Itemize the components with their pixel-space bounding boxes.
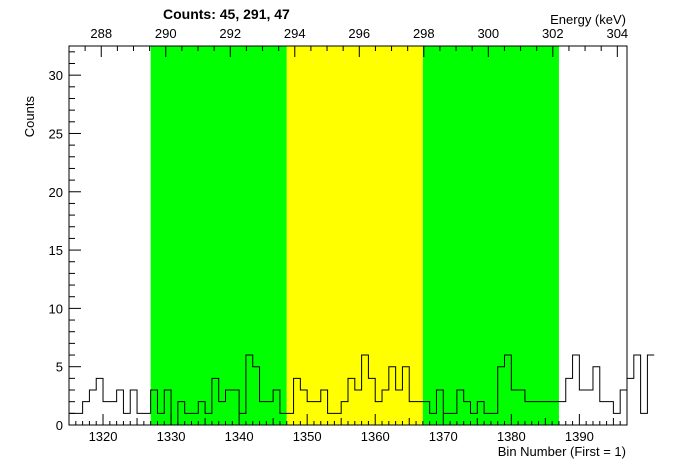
y-axis-title: Counts — [22, 96, 37, 138]
x-tick-label: 1360 — [361, 429, 390, 444]
x-tick-label: 1350 — [293, 429, 322, 444]
region-background-high — [422, 46, 559, 425]
energy-tick-label: 294 — [284, 26, 306, 41]
energy-tick-label: 298 — [413, 26, 435, 41]
energy-tick-label: 292 — [219, 26, 241, 41]
y-tick-label: 5 — [56, 360, 63, 375]
x-tick-label: 1370 — [429, 429, 458, 444]
energy-axis-title: Energy (keV) — [550, 12, 626, 27]
energy-axis: 288 290 292 294 296 298 300 302 304 — [68, 26, 628, 57]
x-axis-title: Bin Number (First = 1) — [498, 444, 626, 459]
x-axis: 1320 1330 1340 1350 1360 1370 1380 1390 — [68, 414, 628, 444]
y-tick-label: 30 — [49, 68, 63, 83]
y-tick-label: 0 — [56, 418, 63, 433]
region-background-low — [150, 46, 287, 425]
region-peak — [286, 46, 423, 425]
y-tick-label: 10 — [49, 301, 63, 316]
region-bands — [150, 46, 559, 425]
energy-tick-label: 300 — [477, 26, 499, 41]
y-tick-label: 15 — [49, 243, 63, 258]
x-tick-label: 1320 — [89, 429, 118, 444]
energy-tick-label: 290 — [155, 26, 177, 41]
energy-tick-label: 288 — [90, 26, 112, 41]
x-tick-label: 1380 — [497, 429, 526, 444]
energy-tick-label: 302 — [542, 26, 564, 41]
chart-title: Counts: 45, 291, 47 — [163, 6, 290, 22]
x-tick-label: 1330 — [157, 429, 186, 444]
histogram-line — [69, 354, 655, 426]
y-tick-label: 20 — [49, 185, 63, 200]
energy-tick-label: 304 — [606, 26, 628, 41]
x-tick-label: 1340 — [225, 429, 254, 444]
y-tick-label: 25 — [49, 126, 63, 141]
x-tick-label: 1390 — [565, 429, 594, 444]
y-axis: 0 5 10 15 20 25 30 — [49, 51, 81, 433]
energy-tick-label: 296 — [348, 26, 370, 41]
